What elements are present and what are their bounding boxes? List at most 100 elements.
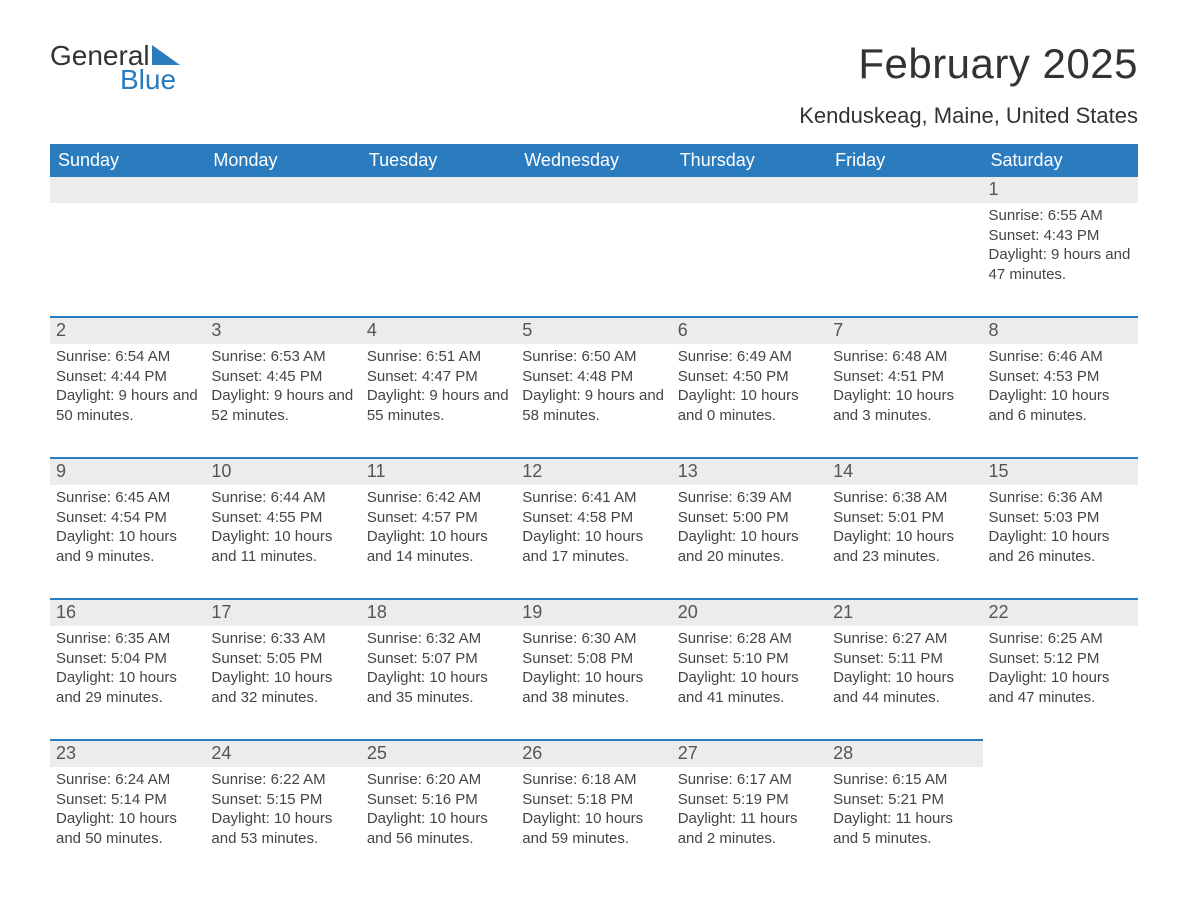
daylight-text: Daylight: 10 hours and 11 minutes. bbox=[211, 527, 354, 566]
daylight-text: Daylight: 9 hours and 47 minutes. bbox=[989, 245, 1132, 284]
sunset-text: Sunset: 5:03 PM bbox=[989, 508, 1132, 528]
day-number: 24 bbox=[205, 739, 360, 767]
day-number: 19 bbox=[516, 598, 671, 626]
daylight-text: Daylight: 10 hours and 41 minutes. bbox=[678, 668, 821, 707]
day-number: 2 bbox=[50, 316, 205, 344]
day-details: Sunrise: 6:38 AMSunset: 5:01 PMDaylight:… bbox=[827, 485, 982, 598]
day-header-tuesday: Tuesday bbox=[361, 144, 516, 177]
sunset-text: Sunset: 5:00 PM bbox=[678, 508, 821, 528]
daylight-text: Daylight: 11 hours and 5 minutes. bbox=[833, 809, 976, 848]
day-details: Sunrise: 6:36 AMSunset: 5:03 PMDaylight:… bbox=[983, 485, 1138, 598]
day-details: Sunrise: 6:28 AMSunset: 5:10 PMDaylight:… bbox=[672, 626, 827, 739]
daylight-text: Daylight: 10 hours and 0 minutes. bbox=[678, 386, 821, 425]
day-number bbox=[516, 177, 671, 203]
sunrise-text: Sunrise: 6:22 AM bbox=[211, 770, 354, 790]
day-cell bbox=[361, 177, 516, 316]
sunrise-text: Sunrise: 6:30 AM bbox=[522, 629, 665, 649]
day-details: Sunrise: 6:24 AMSunset: 5:14 PMDaylight:… bbox=[50, 767, 205, 880]
day-cell: 5Sunrise: 6:50 AMSunset: 4:48 PMDaylight… bbox=[516, 316, 671, 457]
daylight-text: Daylight: 10 hours and 29 minutes. bbox=[56, 668, 199, 707]
sunset-text: Sunset: 5:08 PM bbox=[522, 649, 665, 669]
day-cell: 22Sunrise: 6:25 AMSunset: 5:12 PMDayligh… bbox=[983, 598, 1138, 739]
daylight-text: Daylight: 9 hours and 55 minutes. bbox=[367, 386, 510, 425]
day-details bbox=[205, 203, 360, 316]
daylight-text: Daylight: 10 hours and 23 minutes. bbox=[833, 527, 976, 566]
day-cell: 21Sunrise: 6:27 AMSunset: 5:11 PMDayligh… bbox=[827, 598, 982, 739]
day-number bbox=[983, 739, 1138, 765]
sunrise-text: Sunrise: 6:48 AM bbox=[833, 347, 976, 367]
day-details: Sunrise: 6:27 AMSunset: 5:11 PMDaylight:… bbox=[827, 626, 982, 739]
day-cell: 13Sunrise: 6:39 AMSunset: 5:00 PMDayligh… bbox=[672, 457, 827, 598]
day-details: Sunrise: 6:17 AMSunset: 5:19 PMDaylight:… bbox=[672, 767, 827, 880]
day-cell bbox=[516, 177, 671, 316]
week-row: 2Sunrise: 6:54 AMSunset: 4:44 PMDaylight… bbox=[50, 316, 1138, 457]
day-cell: 2Sunrise: 6:54 AMSunset: 4:44 PMDaylight… bbox=[50, 316, 205, 457]
day-cell: 20Sunrise: 6:28 AMSunset: 5:10 PMDayligh… bbox=[672, 598, 827, 739]
daylight-text: Daylight: 10 hours and 50 minutes. bbox=[56, 809, 199, 848]
day-details: Sunrise: 6:55 AMSunset: 4:43 PMDaylight:… bbox=[983, 203, 1138, 316]
day-number: 5 bbox=[516, 316, 671, 344]
day-number: 15 bbox=[983, 457, 1138, 485]
sunrise-text: Sunrise: 6:54 AM bbox=[56, 347, 199, 367]
day-details: Sunrise: 6:39 AMSunset: 5:00 PMDaylight:… bbox=[672, 485, 827, 598]
day-number bbox=[672, 177, 827, 203]
day-number: 28 bbox=[827, 739, 982, 767]
daylight-text: Daylight: 10 hours and 47 minutes. bbox=[989, 668, 1132, 707]
sunrise-text: Sunrise: 6:36 AM bbox=[989, 488, 1132, 508]
sunset-text: Sunset: 5:11 PM bbox=[833, 649, 976, 669]
day-details bbox=[983, 765, 1138, 878]
daylight-text: Daylight: 10 hours and 32 minutes. bbox=[211, 668, 354, 707]
sunset-text: Sunset: 5:01 PM bbox=[833, 508, 976, 528]
day-details: Sunrise: 6:35 AMSunset: 5:04 PMDaylight:… bbox=[50, 626, 205, 739]
day-details: Sunrise: 6:51 AMSunset: 4:47 PMDaylight:… bbox=[361, 344, 516, 457]
day-cell: 27Sunrise: 6:17 AMSunset: 5:19 PMDayligh… bbox=[672, 739, 827, 880]
day-details: Sunrise: 6:25 AMSunset: 5:12 PMDaylight:… bbox=[983, 626, 1138, 739]
daylight-text: Daylight: 10 hours and 6 minutes. bbox=[989, 386, 1132, 425]
day-number: 23 bbox=[50, 739, 205, 767]
daylight-text: Daylight: 9 hours and 58 minutes. bbox=[522, 386, 665, 425]
sunset-text: Sunset: 5:18 PM bbox=[522, 790, 665, 810]
day-details: Sunrise: 6:42 AMSunset: 4:57 PMDaylight:… bbox=[361, 485, 516, 598]
day-details: Sunrise: 6:48 AMSunset: 4:51 PMDaylight:… bbox=[827, 344, 982, 457]
day-cell: 3Sunrise: 6:53 AMSunset: 4:45 PMDaylight… bbox=[205, 316, 360, 457]
day-details: Sunrise: 6:44 AMSunset: 4:55 PMDaylight:… bbox=[205, 485, 360, 598]
day-cell: 15Sunrise: 6:36 AMSunset: 5:03 PMDayligh… bbox=[983, 457, 1138, 598]
day-cell: 9Sunrise: 6:45 AMSunset: 4:54 PMDaylight… bbox=[50, 457, 205, 598]
calendar-body: 1Sunrise: 6:55 AMSunset: 4:43 PMDaylight… bbox=[50, 177, 1138, 880]
day-cell bbox=[983, 739, 1138, 880]
day-cell bbox=[205, 177, 360, 316]
day-number: 12 bbox=[516, 457, 671, 485]
sunrise-text: Sunrise: 6:18 AM bbox=[522, 770, 665, 790]
daylight-text: Daylight: 10 hours and 17 minutes. bbox=[522, 527, 665, 566]
day-cell bbox=[827, 177, 982, 316]
day-cell: 16Sunrise: 6:35 AMSunset: 5:04 PMDayligh… bbox=[50, 598, 205, 739]
sunset-text: Sunset: 4:47 PM bbox=[367, 367, 510, 387]
day-details: Sunrise: 6:46 AMSunset: 4:53 PMDaylight:… bbox=[983, 344, 1138, 457]
sunrise-text: Sunrise: 6:55 AM bbox=[989, 206, 1132, 226]
daylight-text: Daylight: 9 hours and 50 minutes. bbox=[56, 386, 199, 425]
day-number: 14 bbox=[827, 457, 982, 485]
day-number: 25 bbox=[361, 739, 516, 767]
day-details: Sunrise: 6:33 AMSunset: 5:05 PMDaylight:… bbox=[205, 626, 360, 739]
day-number bbox=[827, 177, 982, 203]
sunset-text: Sunset: 5:07 PM bbox=[367, 649, 510, 669]
calendar: Sunday Monday Tuesday Wednesday Thursday… bbox=[50, 144, 1138, 880]
sunset-text: Sunset: 4:45 PM bbox=[211, 367, 354, 387]
week-row: 1Sunrise: 6:55 AMSunset: 4:43 PMDaylight… bbox=[50, 177, 1138, 316]
day-number: 13 bbox=[672, 457, 827, 485]
day-cell: 12Sunrise: 6:41 AMSunset: 4:58 PMDayligh… bbox=[516, 457, 671, 598]
sunrise-text: Sunrise: 6:44 AM bbox=[211, 488, 354, 508]
day-cell: 1Sunrise: 6:55 AMSunset: 4:43 PMDaylight… bbox=[983, 177, 1138, 316]
daylight-text: Daylight: 10 hours and 44 minutes. bbox=[833, 668, 976, 707]
daylight-text: Daylight: 10 hours and 20 minutes. bbox=[678, 527, 821, 566]
sunrise-text: Sunrise: 6:35 AM bbox=[56, 629, 199, 649]
day-header-thursday: Thursday bbox=[672, 144, 827, 177]
daylight-text: Daylight: 10 hours and 53 minutes. bbox=[211, 809, 354, 848]
day-number: 7 bbox=[827, 316, 982, 344]
day-cell: 10Sunrise: 6:44 AMSunset: 4:55 PMDayligh… bbox=[205, 457, 360, 598]
day-details: Sunrise: 6:54 AMSunset: 4:44 PMDaylight:… bbox=[50, 344, 205, 457]
sunset-text: Sunset: 5:12 PM bbox=[989, 649, 1132, 669]
logo: General Blue bbox=[50, 40, 180, 96]
sunset-text: Sunset: 4:53 PM bbox=[989, 367, 1132, 387]
day-number: 1 bbox=[983, 177, 1138, 203]
